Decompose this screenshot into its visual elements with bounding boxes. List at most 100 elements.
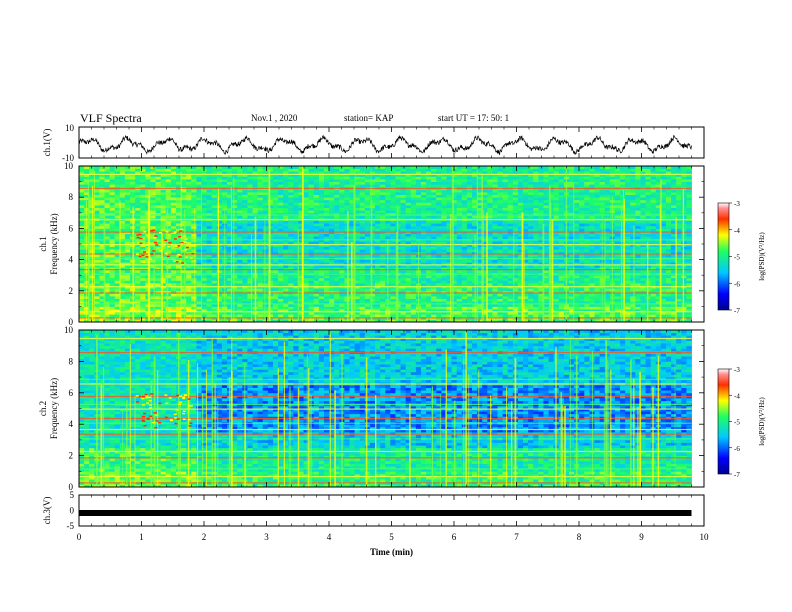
spectrogram-cell	[329, 251, 335, 255]
spectrogram-cell	[155, 176, 162, 180]
spectrogram-cell	[145, 181, 151, 185]
spectrogram-cell	[426, 314, 432, 318]
spectrogram-cell	[196, 225, 202, 229]
spectrogram-cell	[94, 267, 100, 271]
spectrogram-cell	[472, 176, 478, 180]
spectrogram-cell	[324, 303, 330, 307]
spectrogram-cell	[119, 223, 126, 227]
spectrogram-cell	[119, 168, 126, 172]
spectrogram-cell	[405, 277, 412, 281]
spectrogram-cell	[390, 184, 396, 188]
spectrogram-cell	[466, 254, 473, 258]
spectrogram-cell	[354, 303, 361, 307]
spectrogram-cell	[104, 199, 111, 203]
spectrogram-cell	[329, 225, 335, 229]
spectrogram-cell	[186, 314, 192, 318]
spectrogram-cell	[426, 176, 432, 180]
spectrogram-cell	[211, 288, 218, 292]
spectrogram-cell	[334, 173, 340, 177]
spectrogram-cell	[415, 241, 422, 245]
spectrogram-cell	[303, 280, 310, 284]
spectrogram-cell	[99, 288, 105, 292]
spectrogram-cell	[150, 293, 156, 297]
spectrogram-cell	[466, 309, 473, 312]
spectrogram-cell	[150, 241, 156, 245]
spectrogram-cell	[364, 223, 371, 227]
spectrogram-cell	[344, 303, 350, 307]
spectrogram-cell	[466, 262, 473, 266]
spectrogram-cell	[431, 168, 437, 172]
spectrogram-cell	[344, 298, 350, 302]
spectrogram-cell	[487, 207, 493, 211]
spectrogram-cell	[119, 298, 126, 302]
spectrogram-cell	[99, 220, 105, 224]
spectrogram-cell	[390, 199, 396, 203]
spectrogram-cell	[237, 199, 243, 203]
spectrogram-cell	[339, 205, 345, 208]
spectrogram-cell	[293, 173, 299, 177]
spectrogram-cell	[313, 262, 320, 266]
spectrogram-cell	[303, 168, 310, 172]
spectrogram-cell	[487, 233, 493, 237]
spectrogram-cell	[165, 212, 172, 216]
spectrogram-cell	[487, 290, 493, 294]
spectrogram-cell	[344, 296, 350, 299]
spectrogram-cell	[104, 225, 111, 229]
spectrogram-cell	[155, 166, 162, 169]
spectrogram-cell	[441, 301, 447, 305]
spectrogram-cell	[303, 176, 310, 180]
spectrogram-cell	[369, 283, 376, 286]
spectrogram-cell	[415, 233, 422, 237]
spectrogram-cell	[334, 241, 340, 245]
spectrogram-cell	[431, 267, 437, 271]
spectrogram-cell	[431, 275, 437, 279]
spectrogram-cell	[211, 171, 218, 175]
spectrogram-cell	[426, 306, 432, 310]
spectrogram-cell	[94, 181, 100, 185]
spectrogram-cell	[232, 314, 238, 318]
spectrogram-cell	[375, 270, 381, 273]
spectrogram-cell	[84, 251, 90, 255]
spectrogram-cell	[196, 314, 202, 318]
spectrogram-cell	[329, 184, 335, 188]
spectrogram-cell	[308, 288, 315, 292]
spectrogram-cell	[206, 262, 213, 266]
spectrogram-cell	[461, 249, 468, 253]
spectrogram-cell	[364, 301, 371, 305]
spectrogram-cell	[410, 277, 417, 281]
spectrogram-cell	[364, 173, 371, 177]
spectrogram-cell	[318, 189, 325, 193]
spectrogram-cell	[247, 301, 253, 305]
spectrogram-cell	[349, 225, 356, 229]
spectrogram-cell	[390, 215, 396, 219]
spectrogram-cell	[247, 264, 253, 268]
spectrogram-cell	[84, 246, 90, 250]
spectrogram-cell	[196, 210, 202, 214]
spectrogram-cell	[150, 280, 156, 284]
spectrogram-cell	[278, 199, 284, 203]
spectrogram-cell	[79, 184, 85, 188]
spectrogram-cell	[232, 244, 238, 247]
spectrogram-cell	[339, 309, 345, 312]
spectrogram-cell	[140, 179, 146, 182]
spectrogram-cell	[313, 293, 320, 297]
spectrogram-cell	[334, 236, 340, 240]
spectrogram-cell	[446, 249, 452, 253]
spectrogram-cell	[135, 166, 141, 169]
spectrogram-cell	[94, 215, 100, 219]
spectrogram-cell	[114, 309, 121, 312]
spectrogram-cell	[196, 228, 202, 232]
spectrogram-cell	[385, 197, 391, 201]
spectrogram-cell	[175, 171, 182, 175]
spectrogram-cell	[324, 251, 330, 255]
spectrogram-cell	[482, 298, 488, 302]
spectrogram-cell	[313, 309, 320, 312]
spectrogram-cell	[247, 194, 253, 198]
spectrogram-cell	[446, 262, 452, 266]
spectrogram-cell	[364, 251, 371, 255]
spectrogram-cell	[380, 293, 386, 297]
spectrogram-cell	[334, 179, 340, 182]
spectrogram-cell	[175, 251, 182, 255]
spectrogram-cell	[288, 225, 294, 229]
spectrogram-cell	[211, 210, 218, 214]
